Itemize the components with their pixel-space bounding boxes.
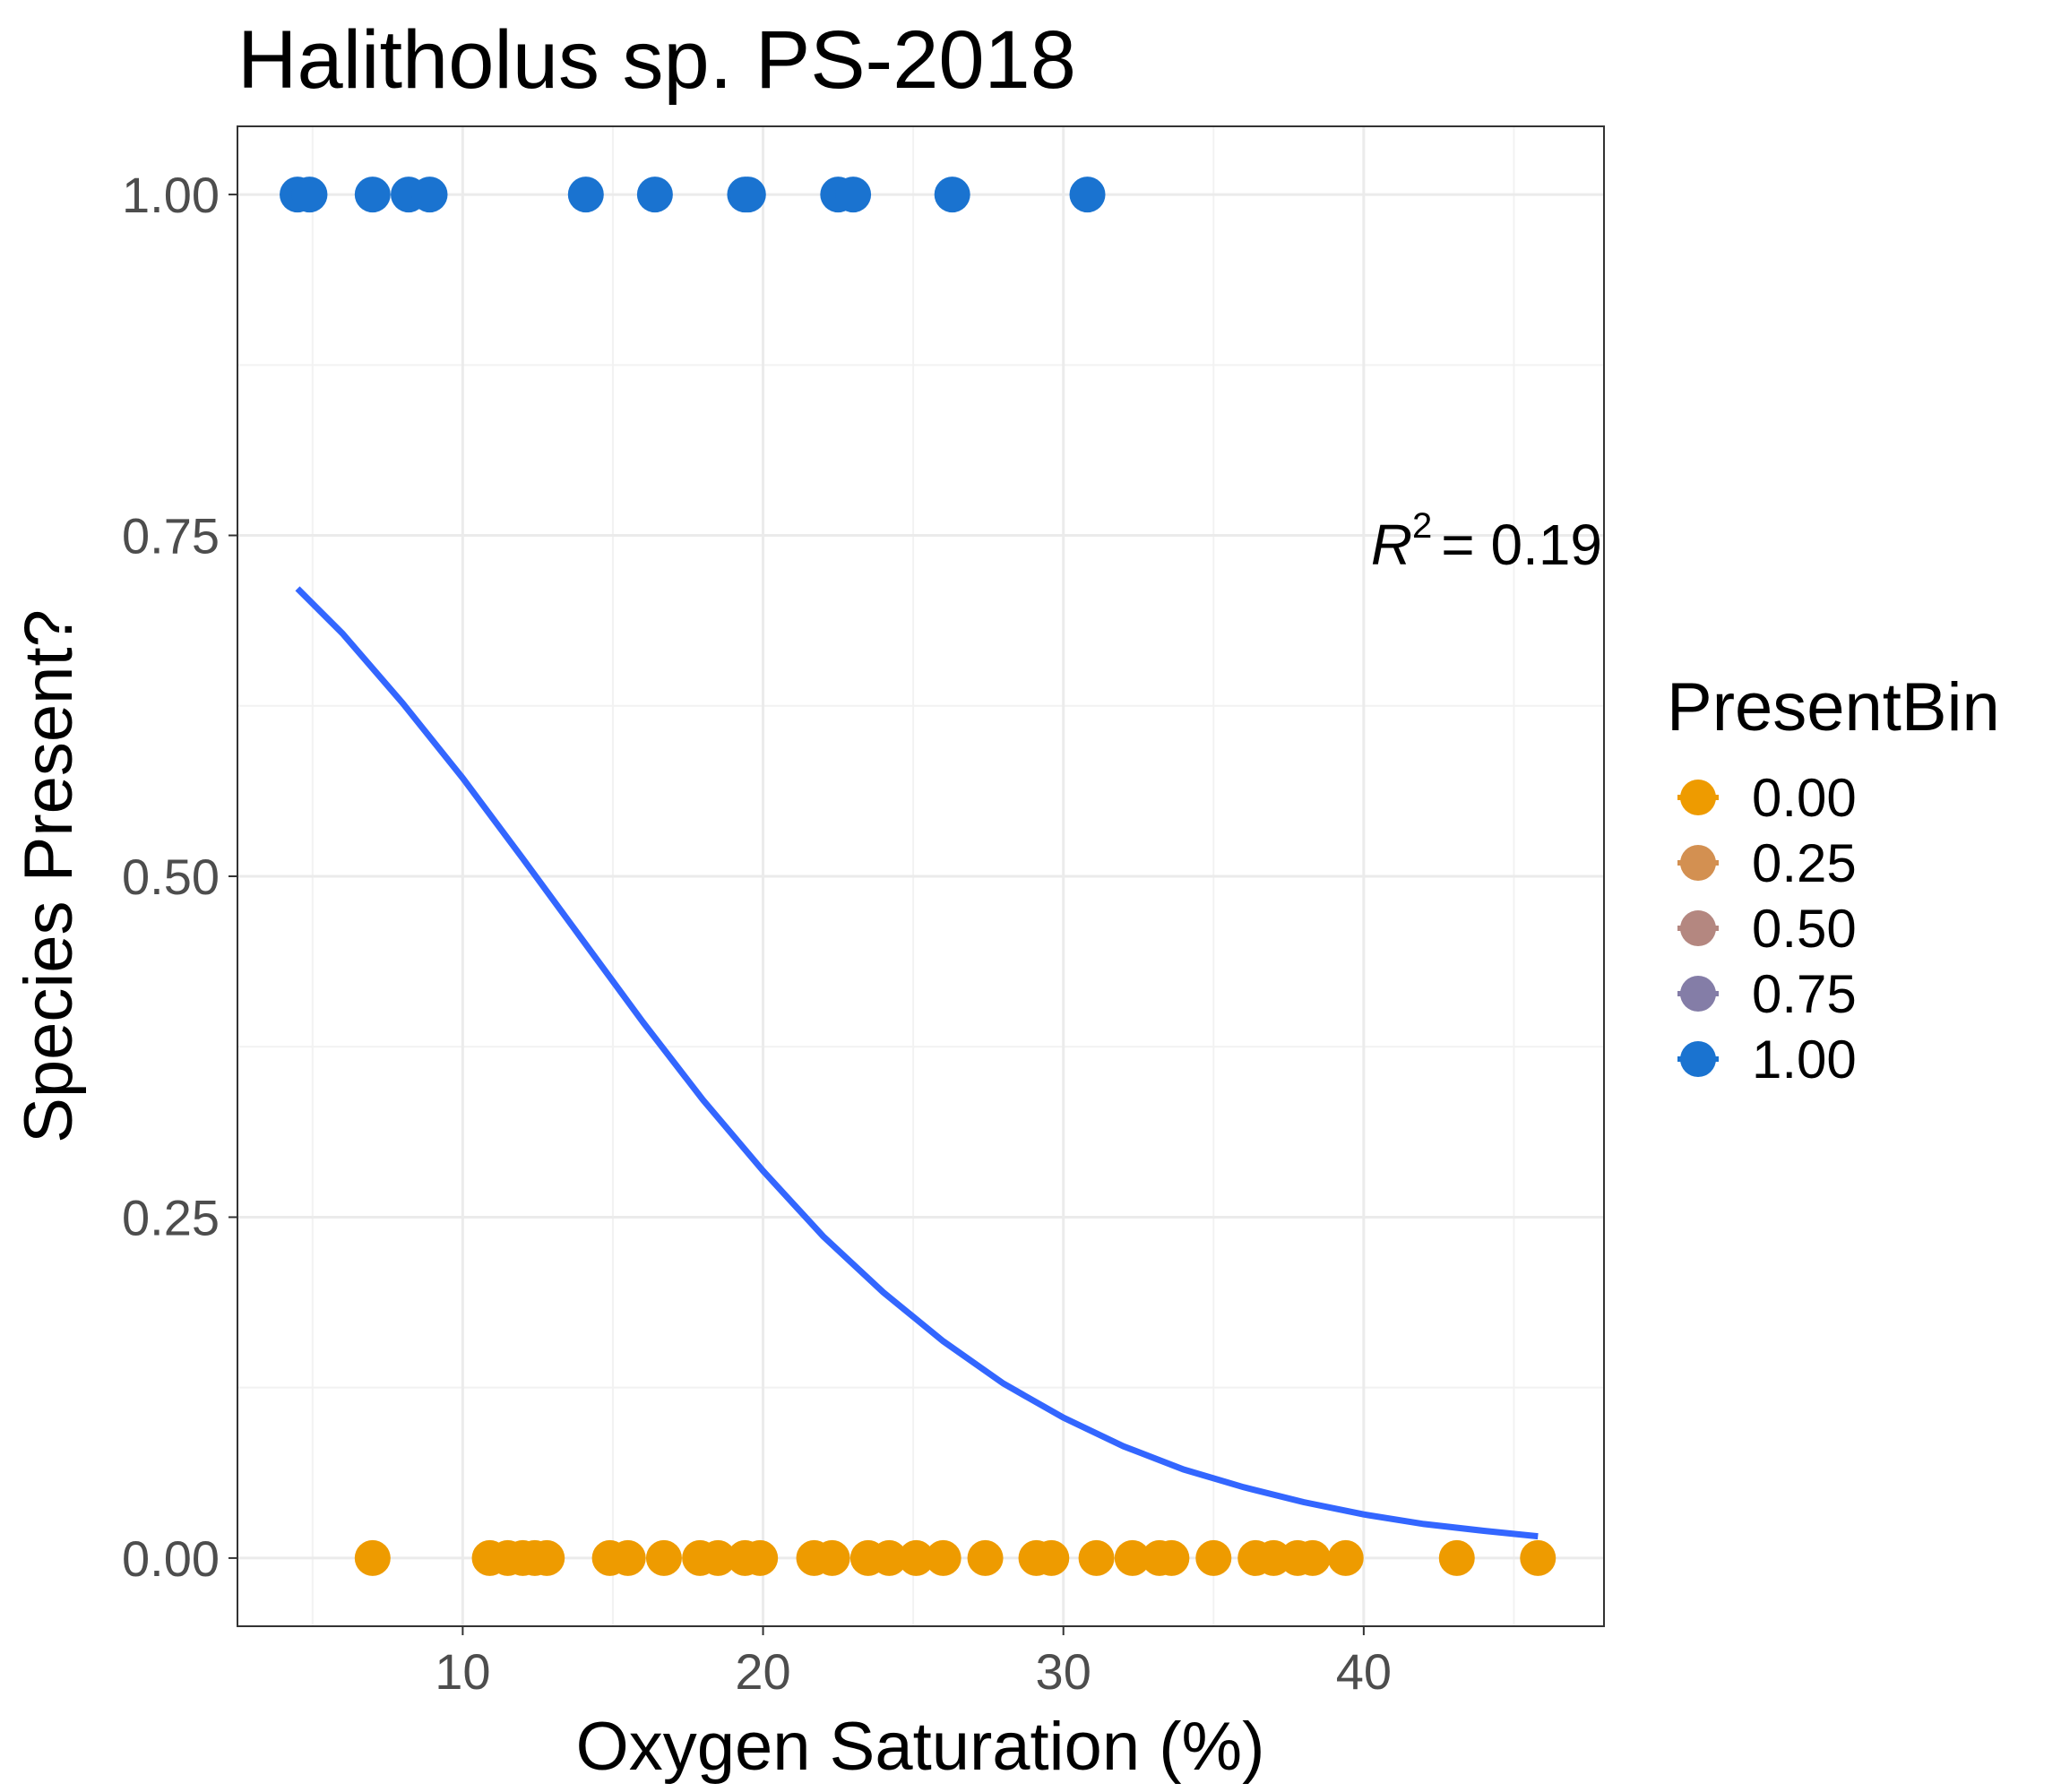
y-tick-label: 0.25 (122, 1189, 220, 1245)
data-point (700, 1539, 737, 1576)
data-point (529, 1539, 565, 1576)
data-point (1153, 1539, 1190, 1576)
legend-swatch (1680, 910, 1716, 946)
legend-swatch (1680, 780, 1716, 815)
y-axis-title: Species Present? (11, 609, 87, 1143)
data-point (1438, 1539, 1475, 1576)
legend-items: 0.000.250.500.751.00 (1677, 768, 1857, 1090)
data-point (411, 177, 448, 213)
legend-label: 0.25 (1752, 833, 1857, 893)
data-point (1520, 1539, 1557, 1576)
data-point (636, 177, 673, 213)
data-point (967, 1539, 1004, 1576)
data-point (934, 177, 970, 213)
data-points (280, 177, 1557, 1576)
legend-swatch (1680, 1041, 1716, 1077)
x-tick-label: 10 (435, 1643, 490, 1700)
legend-label: 0.75 (1752, 964, 1857, 1024)
legend-label: 0.00 (1752, 768, 1857, 828)
data-point (291, 177, 328, 213)
data-point (645, 1539, 682, 1576)
y-tick-label: 0.50 (122, 849, 220, 905)
legend-label: 1.00 (1752, 1030, 1857, 1090)
data-point (1114, 1539, 1151, 1576)
data-point (1195, 1539, 1232, 1576)
plot-area (237, 125, 1605, 1627)
legend-swatch (1680, 976, 1716, 1012)
r-squared-symbol: R (1371, 513, 1412, 577)
y-tick-label: 1.00 (122, 167, 220, 223)
legend-title: PresentBin (1667, 669, 2000, 745)
chart-title: Halitholus sp. PS-2018 (237, 14, 1076, 106)
x-tick-label: 20 (735, 1643, 790, 1700)
data-point (609, 1539, 646, 1576)
y-tick-label: 0.00 (122, 1530, 220, 1587)
y-tick-label: 0.75 (122, 508, 220, 564)
legend: PresentBin 0.000.250.500.751.00 (1667, 669, 2000, 1090)
data-point (742, 1539, 779, 1576)
data-point (729, 177, 766, 213)
x-axis: 10 20 30 40 (435, 1626, 1392, 1700)
data-point (925, 1539, 962, 1576)
x-tick-label: 40 (1336, 1643, 1392, 1700)
y-axis: 0.00 0.25 0.50 0.75 1.00 (122, 167, 237, 1587)
data-point (1294, 1539, 1331, 1576)
r-squared-value: = 0.19 (1441, 513, 1602, 577)
data-point (567, 177, 604, 213)
x-axis-title: Oxygen Saturation (%) (576, 1709, 1265, 1785)
data-point (898, 1539, 935, 1576)
data-point (814, 1539, 850, 1576)
data-point (354, 1539, 391, 1576)
data-point (1078, 1539, 1115, 1576)
legend-swatch (1680, 845, 1716, 881)
data-point (1033, 1539, 1070, 1576)
data-point (1327, 1539, 1364, 1576)
legend-label: 0.50 (1752, 899, 1857, 959)
fit-line (295, 586, 1539, 1540)
data-point (1069, 177, 1106, 213)
grid-major (237, 126, 1604, 1626)
data-point (835, 177, 872, 213)
r-squared-exponent: 2 (1412, 506, 1432, 546)
x-tick-label: 30 (1036, 1643, 1091, 1700)
data-point (354, 177, 391, 213)
data-point (871, 1539, 908, 1576)
r-squared-annotation: R2 = 0.19 (1371, 506, 1602, 577)
